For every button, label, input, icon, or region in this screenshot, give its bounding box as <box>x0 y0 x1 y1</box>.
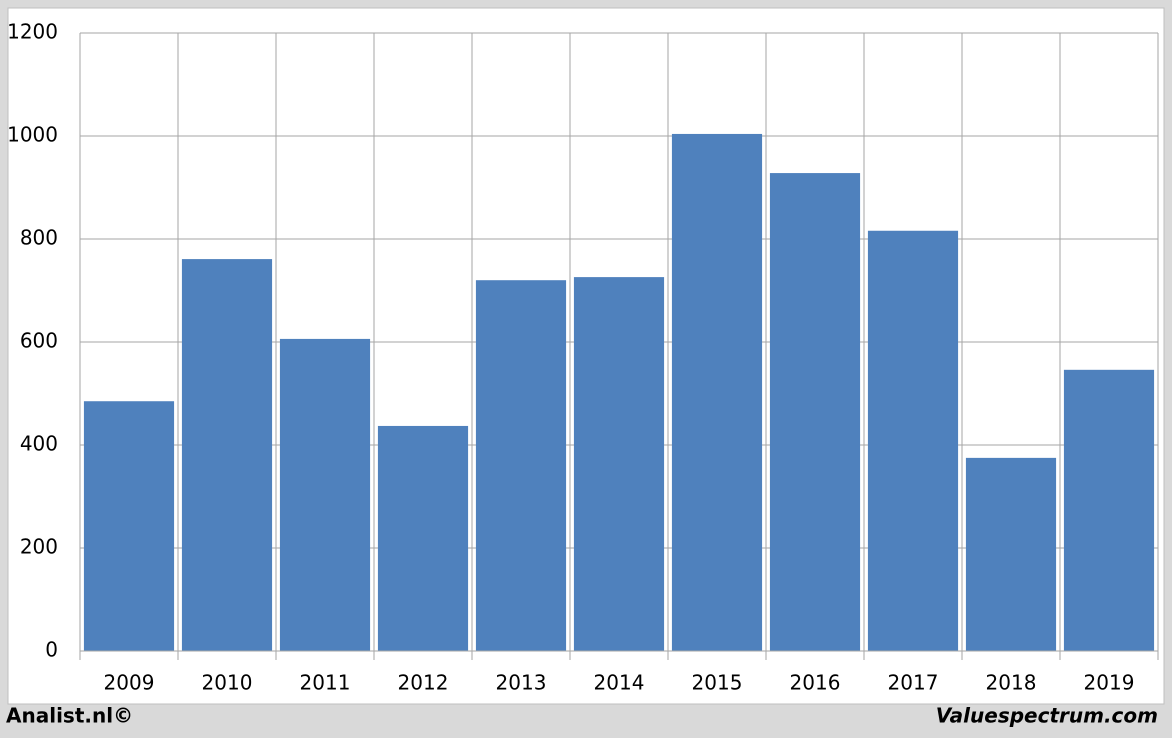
bar <box>1063 369 1155 651</box>
y-tick-label: 0 <box>45 638 58 662</box>
y-tick-label: 600 <box>20 329 58 353</box>
y-tick-label: 200 <box>20 535 58 559</box>
y-tick-label: 1000 <box>7 123 58 147</box>
y-tick-label: 1200 <box>7 20 58 44</box>
bar <box>867 230 959 651</box>
x-tick-label: 2016 <box>790 671 841 695</box>
x-tick-label: 2015 <box>692 671 743 695</box>
x-tick-label: 2019 <box>1084 671 1135 695</box>
x-tick-label: 2011 <box>300 671 351 695</box>
bar <box>671 133 763 651</box>
x-tick-label: 2017 <box>888 671 939 695</box>
x-tick-label: 2013 <box>496 671 547 695</box>
x-tick-label: 2010 <box>202 671 253 695</box>
y-tick-label: 400 <box>20 432 58 456</box>
x-tick-label: 2012 <box>398 671 449 695</box>
x-tick-label: 2009 <box>104 671 155 695</box>
x-tick-label: 2014 <box>594 671 645 695</box>
bar <box>181 259 273 651</box>
bar <box>377 425 469 651</box>
footer-left: Analist.nl© <box>6 704 133 728</box>
y-tick-label: 800 <box>20 226 58 250</box>
bar <box>573 277 665 651</box>
bar <box>279 338 371 651</box>
bar <box>83 401 175 651</box>
bar <box>769 173 861 651</box>
footer-right: Valuespectrum.com <box>936 704 1158 728</box>
bar <box>475 280 567 651</box>
x-tick-label: 2018 <box>986 671 1037 695</box>
bar <box>965 457 1057 651</box>
